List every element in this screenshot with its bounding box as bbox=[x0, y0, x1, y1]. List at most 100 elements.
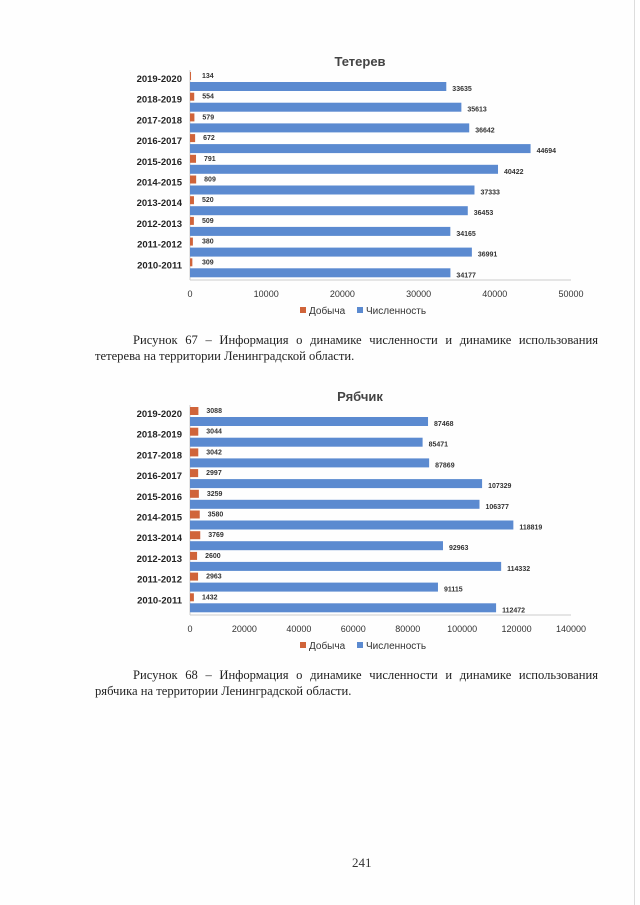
x-tick-label: 60000 bbox=[341, 624, 366, 634]
bar-chislennost bbox=[190, 520, 514, 530]
x-tick-label: 120000 bbox=[502, 624, 532, 634]
x-tick-label: 50000 bbox=[558, 289, 583, 299]
data-label-dobycha: 809 bbox=[204, 177, 216, 184]
data-label-chislennost: 35613 bbox=[467, 107, 487, 114]
bar-chislennost bbox=[190, 268, 451, 278]
bar-chislennost bbox=[190, 164, 499, 174]
data-label-dobycha: 2600 bbox=[205, 553, 221, 560]
x-tick-label: 10000 bbox=[254, 289, 279, 299]
category-label: 2016-2017 bbox=[137, 471, 182, 482]
x-tick-label: 40000 bbox=[286, 624, 311, 634]
bar-chislennost bbox=[190, 479, 483, 489]
data-label-chislennost: 87468 bbox=[434, 421, 454, 428]
x-tick-label: 100000 bbox=[447, 624, 477, 634]
data-label-chislennost: 85471 bbox=[429, 442, 449, 449]
x-tick-label: 80000 bbox=[395, 624, 420, 634]
bar-dobycha bbox=[190, 551, 198, 560]
x-tick-label: 20000 bbox=[330, 289, 355, 299]
bar-chislennost bbox=[190, 499, 480, 509]
legend-label-dobycha: Добыча bbox=[309, 640, 346, 652]
bar-dobycha bbox=[190, 175, 197, 184]
page-number: 241 bbox=[352, 855, 372, 870]
data-label-chislennost: 37333 bbox=[480, 190, 500, 197]
chart-ryabchik: Рябчик 2019-2020 3088 87468 2018-2019 3044 854… bbox=[137, 389, 586, 652]
legend-label-chislennost: Численность bbox=[366, 641, 426, 652]
category-label: 2011-2012 bbox=[137, 240, 182, 251]
bar-chislennost bbox=[190, 123, 470, 133]
bar-dobycha bbox=[190, 196, 194, 205]
category-label: 2019-2020 bbox=[137, 409, 182, 420]
x-tick-label: 0 bbox=[187, 624, 192, 634]
category-label: 2018-2019 bbox=[137, 95, 182, 106]
data-label-dobycha: 672 bbox=[203, 135, 215, 142]
legend-swatch-dobycha bbox=[300, 642, 306, 648]
data-label-dobycha: 520 bbox=[202, 197, 214, 204]
legend-swatch-dobycha bbox=[300, 307, 306, 313]
bar-chislennost bbox=[190, 144, 531, 154]
chart-title: Рябчик bbox=[337, 389, 383, 404]
category-label: 2012-2013 bbox=[137, 219, 182, 230]
bar-dobycha bbox=[190, 510, 200, 519]
bar-dobycha bbox=[190, 72, 192, 80]
data-label-chislennost: 87869 bbox=[435, 462, 455, 469]
x-tick-label: 0 bbox=[187, 289, 192, 299]
bar-chislennost bbox=[190, 247, 472, 257]
caption-line: Рисунок 68 – Информация о динамике числе… bbox=[133, 668, 598, 682]
bar-dobycha bbox=[190, 92, 195, 101]
data-label-chislennost: 33635 bbox=[452, 86, 472, 93]
data-label-dobycha: 380 bbox=[202, 239, 214, 246]
legend-label-dobycha: Добыча bbox=[309, 305, 346, 317]
data-label-dobycha: 579 bbox=[202, 114, 214, 121]
data-label-chislennost: 118819 bbox=[519, 525, 542, 532]
data-label-dobycha: 134 bbox=[202, 73, 214, 80]
bar-chislennost bbox=[190, 582, 438, 592]
category-label: 2011-2012 bbox=[137, 575, 182, 586]
category-label: 2015-2016 bbox=[137, 492, 182, 503]
caption-line: Рисунок 67 – Информация о динамике числе… bbox=[133, 333, 598, 347]
bar-chislennost bbox=[190, 437, 423, 447]
data-label-chislennost: 36642 bbox=[475, 127, 495, 134]
data-label-dobycha: 509 bbox=[202, 218, 214, 225]
data-label-dobycha: 554 bbox=[202, 94, 214, 101]
bar-dobycha bbox=[190, 531, 201, 540]
data-label-dobycha: 3044 bbox=[206, 429, 222, 436]
bar-chislennost bbox=[190, 102, 462, 112]
data-label-dobycha: 3769 bbox=[208, 532, 224, 539]
data-label-dobycha: 791 bbox=[204, 156, 216, 163]
legend-swatch-chislennost bbox=[357, 307, 363, 313]
category-label: 2017-2018 bbox=[137, 450, 182, 461]
category-label: 2010-2011 bbox=[137, 260, 183, 271]
bar-dobycha bbox=[190, 258, 193, 267]
bar-dobycha bbox=[190, 113, 195, 122]
data-label-chislennost: 34165 bbox=[456, 231, 476, 238]
data-label-dobycha: 3259 bbox=[207, 491, 223, 498]
bar-dobycha bbox=[190, 216, 194, 225]
data-label-dobycha: 2963 bbox=[206, 574, 222, 581]
data-label-dobycha: 309 bbox=[202, 259, 214, 266]
x-tick-label: 30000 bbox=[406, 289, 431, 299]
bar-chislennost bbox=[190, 82, 447, 91]
x-tick-label: 20000 bbox=[232, 624, 257, 634]
chart-teterev: Тетерев 2019-2020 134 33635 2018-2019 554 3561… bbox=[137, 54, 584, 317]
caption-line: тетерева на территории Ленинградской обл… bbox=[95, 348, 355, 363]
category-label: 2019-2020 bbox=[137, 74, 182, 85]
bar-chislennost bbox=[190, 603, 497, 613]
category-label: 2012-2013 bbox=[137, 554, 182, 565]
data-label-chislennost: 36453 bbox=[474, 210, 494, 217]
data-label-chislennost: 91115 bbox=[444, 587, 463, 594]
data-label-dobycha: 1432 bbox=[202, 594, 218, 601]
data-label-dobycha: 3580 bbox=[208, 512, 224, 519]
data-label-chislennost: 114332 bbox=[507, 566, 530, 573]
legend-swatch-chislennost bbox=[357, 642, 363, 648]
bar-dobycha bbox=[190, 237, 193, 246]
chart-title: Тетерев bbox=[334, 54, 385, 69]
bar-dobycha bbox=[190, 134, 196, 143]
category-label: 2010-2011 bbox=[137, 595, 183, 606]
data-label-dobycha: 2997 bbox=[206, 470, 222, 477]
bar-dobycha bbox=[190, 572, 199, 581]
bar-dobycha bbox=[190, 427, 199, 436]
x-tick-label: 40000 bbox=[482, 289, 507, 299]
bar-dobycha bbox=[190, 469, 199, 478]
bar-chislennost bbox=[190, 185, 475, 195]
